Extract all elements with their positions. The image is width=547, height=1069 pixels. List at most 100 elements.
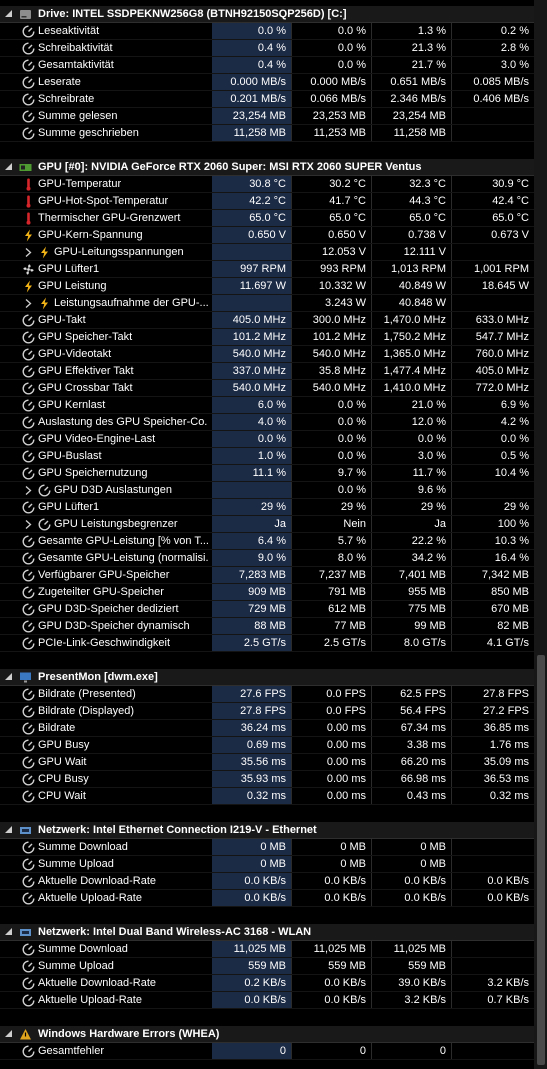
sensor-row[interactable]: Bildrate 36.24 ms 0.00 ms 67.34 ms 36.85 ms — [0, 720, 534, 737]
sensor-row[interactable]: Summe Upload 0 MB 0 MB 0 MB — [0, 856, 534, 873]
row-divider — [0, 430, 534, 431]
sensor-row[interactable]: Gesamte GPU-Leistung [% von T... 6.4 % 5.7… — [0, 533, 534, 550]
sensor-row[interactable]: Gesamtaktivität 0.4 % 0.0 % 21.7 % 3.0 % — [0, 57, 534, 74]
sensor-row[interactable]: GPU-Temperatur 30.8 °C 30.2 °C 32.3 °C 30.9 … — [0, 176, 534, 193]
sensor-label: Gesamte GPU-Leistung [% von T... — [38, 535, 208, 547]
row-divider — [0, 413, 534, 414]
sensor-row[interactable]: Bildrate (Presented) 27.6 FPS 0.0 FPS 62.5 … — [0, 686, 534, 703]
chevron-right-icon[interactable] — [22, 484, 35, 497]
clock-icon — [22, 365, 35, 378]
sensor-row[interactable]: Summe Upload 559 MB 559 MB 559 MB — [0, 958, 534, 975]
scrollbar-thumb[interactable] — [537, 655, 545, 1065]
sensor-row[interactable]: Aktuelle Download-Rate 0.0 KB/s 0.0 KB/s 0.… — [0, 873, 534, 890]
sensor-label: Aktuelle Download-Rate — [38, 977, 157, 989]
section-header[interactable]: GPU [#0]: NVIDIA GeForce RTX 2060 Super:… — [0, 159, 534, 176]
clock-icon — [22, 875, 35, 888]
sensor-row[interactable]: GPU Video-Engine-Last 0.0 % 0.0 % 0.0 % 0.0 … — [0, 431, 534, 448]
row-divider — [0, 804, 534, 805]
sensor-row[interactable]: Summe geschrieben 11,258 MB 11,253 MB 11,25… — [0, 125, 534, 142]
sensor-row[interactable]: Leseaktivität 0.0 % 0.0 % 1.3 % 0.2 % — [0, 23, 534, 40]
sensor-row[interactable]: Verfügbarer GPU-Speicher 7,283 MB 7,237 MB… — [0, 567, 534, 584]
sensor-label: PCIe-Link-Geschwindigkeit — [38, 637, 171, 649]
thermometer-icon — [22, 178, 35, 191]
current-value: 0.2 KB/s — [212, 975, 291, 992]
sensor-row[interactable]: GPU-Buslast 1.0 % 0.0 % 3.0 % 0.5 % — [0, 448, 534, 465]
sensor-row[interactable]: Summe Download 11,025 MB 11,025 MB 11,025 M… — [0, 941, 534, 958]
row-divider — [0, 56, 534, 57]
sensor-label: Bildrate (Displayed) — [38, 705, 134, 717]
sensor-row[interactable]: Thermischer GPU-Grenzwert 65.0 °C 65.0 °C 6… — [0, 210, 534, 227]
max-value: 7,401 MB — [371, 567, 451, 584]
sensor-row[interactable]: GPU-Kern-Spannung 0.650 V 0.650 V 0.738 V 0.… — [0, 227, 534, 244]
avg-value: 3.2 KB/s — [451, 975, 534, 992]
sensor-label: CPU Busy — [38, 773, 89, 785]
row-divider — [0, 209, 534, 210]
sensor-row[interactable]: Aktuelle Upload-Rate 0.0 KB/s 0.0 KB/s 3.2 … — [0, 992, 534, 1009]
row-divider — [0, 736, 534, 737]
collapse-triangle-icon[interactable] — [4, 672, 13, 681]
current-value: 0.0 KB/s — [212, 992, 291, 1009]
sensor-row[interactable]: GPU Lüfter1 997 RPM 993 RPM 1,013 RPM 1,001 … — [0, 261, 534, 278]
sensor-row[interactable]: Gesamte GPU-Leistung (normalisi... 9.0 % 8… — [0, 550, 534, 567]
row-divider — [0, 753, 534, 754]
sensor-row[interactable]: GPU Wait 35.56 ms 0.00 ms 66.20 ms 35.09 ms — [0, 754, 534, 771]
collapse-triangle-icon[interactable] — [4, 927, 13, 936]
sensor-row[interactable]: Summe Download 0 MB 0 MB 0 MB — [0, 839, 534, 856]
sensor-row[interactable]: GPU Speichernutzung 11.1 % 9.7 % 11.7 % 10.4… — [0, 465, 534, 482]
sensor-row[interactable]: Auslastung des GPU Speicher-Co... 4.0 % 0.… — [0, 414, 534, 431]
avg-value — [451, 958, 534, 975]
chevron-right-icon[interactable] — [22, 297, 35, 310]
section-header[interactable]: Drive: INTEL SSDPEKNW256G8 (BTNH92150SQP… — [0, 6, 534, 23]
collapse-triangle-icon[interactable] — [4, 9, 13, 18]
sensor-row[interactable]: Leistungsaufnahme der GPU-... 3.243 W 40.8… — [0, 295, 534, 312]
sensor-row[interactable]: CPU Wait 0.32 ms 0.00 ms 0.43 ms 0.32 ms — [0, 788, 534, 805]
sensor-row[interactable]: GPU D3D Auslastungen 0.0 % 9.6 % — [0, 482, 534, 499]
sensor-row[interactable]: Schreibrate 0.201 MB/s 0.066 MB/s 2.346 MB/… — [0, 91, 534, 108]
sensor-row[interactable]: Zugeteilter GPU-Speicher 909 MB 791 MB 955 … — [0, 584, 534, 601]
sensor-row[interactable]: CPU Busy 35.93 ms 0.00 ms 66.98 ms 36.53 ms — [0, 771, 534, 788]
sensor-row[interactable]: GPU Kernlast 6.0 % 0.0 % 21.0 % 6.9 % — [0, 397, 534, 414]
chevron-right-icon[interactable] — [22, 246, 35, 259]
section-header[interactable]: Netzwerk: Intel Dual Band Wireless-AC 31… — [0, 924, 534, 941]
sensor-row[interactable]: Aktuelle Upload-Rate 0.0 KB/s 0.0 KB/s 0.0 … — [0, 890, 534, 907]
sensor-row[interactable]: Bildrate (Displayed) 27.8 FPS 0.0 FPS 56.4 … — [0, 703, 534, 720]
min-value: 0.00 ms — [291, 720, 371, 737]
sensor-row[interactable]: Summe gelesen 23,254 MB 23,253 MB 23,254 MB — [0, 108, 534, 125]
section-header[interactable]: Windows Hardware Errors (WHEA) — [0, 1026, 534, 1043]
collapse-triangle-icon[interactable] — [4, 162, 13, 171]
sensor-row[interactable]: Gesamtfehler 0 0 0 — [0, 1043, 534, 1060]
sensor-row[interactable]: GPU-Videotakt 540.0 MHz 540.0 MHz 1,365.0 M… — [0, 346, 534, 363]
sensor-row[interactable]: Schreibaktivität 0.4 % 0.0 % 21.3 % 2.8 % — [0, 40, 534, 57]
sensor-row[interactable]: GPU Busy 0.69 ms 0.00 ms 3.38 ms 1.76 ms — [0, 737, 534, 754]
sensor-row[interactable]: GPU-Leitungsspannungen 12.053 V 12.111 V — [0, 244, 534, 261]
sensor-row[interactable]: GPU-Takt 405.0 MHz 300.0 MHz 1,470.0 MHz 633… — [0, 312, 534, 329]
sensor-row[interactable]: GPU Crossbar Takt 540.0 MHz 540.0 MHz 1,410… — [0, 380, 534, 397]
sensor-row[interactable]: GPU Leistungsbegrenzer Ja Nein Ja 100 % — [0, 516, 534, 533]
sensor-row[interactable]: GPU Leistung 11.697 W 10.332 W 40.849 W 18.6… — [0, 278, 534, 295]
sensor-row[interactable]: PCIe-Link-Geschwindigkeit 2.5 GT/s 2.5 GT/… — [0, 635, 534, 652]
row-divider — [0, 277, 534, 278]
sensor-label: Aktuelle Download-Rate — [38, 875, 157, 887]
sensor-row[interactable]: GPU-Hot-Spot-Temperatur 42.2 °C 41.7 °C 44.… — [0, 193, 534, 210]
section-header[interactable]: PresentMon [dwm.exe] — [0, 669, 534, 686]
row-divider — [0, 447, 534, 448]
current-value: 65.0 °C — [212, 210, 291, 227]
min-value: 0.000 MB/s — [291, 74, 371, 91]
sensor-row[interactable]: GPU Speicher-Takt 101.2 MHz 101.2 MHz 1,750… — [0, 329, 534, 346]
section-header[interactable]: Netzwerk: Intel Ethernet Connection I219… — [0, 822, 534, 839]
max-value: 65.0 °C — [371, 210, 451, 227]
clock-icon — [22, 314, 35, 327]
collapse-triangle-icon[interactable] — [4, 1029, 13, 1038]
current-value: 11,025 MB — [212, 941, 291, 958]
avg-value: 633.0 MHz — [451, 312, 534, 329]
sensor-row[interactable]: Aktuelle Download-Rate 0.2 KB/s 0.0 KB/s 39… — [0, 975, 534, 992]
sensor-row[interactable]: GPU D3D-Speicher dediziert 729 MB 612 MB 77… — [0, 601, 534, 618]
sensor-row[interactable]: Leserate 0.000 MB/s 0.000 MB/s 0.651 MB/s 0.… — [0, 74, 534, 91]
avg-value: 10.3 % — [451, 533, 534, 550]
max-value: 66.98 ms — [371, 771, 451, 788]
collapse-triangle-icon[interactable] — [4, 825, 13, 834]
sensor-row[interactable]: GPU D3D-Speicher dynamisch 88 MB 77 MB 99 M… — [0, 618, 534, 635]
sensor-row[interactable]: GPU Lüfter1 29 % 29 % 29 % 29 % — [0, 499, 534, 516]
sensor-row[interactable]: GPU Effektiver Takt 337.0 MHz 35.8 MHz 1,47… — [0, 363, 534, 380]
chevron-right-icon[interactable] — [22, 518, 35, 531]
